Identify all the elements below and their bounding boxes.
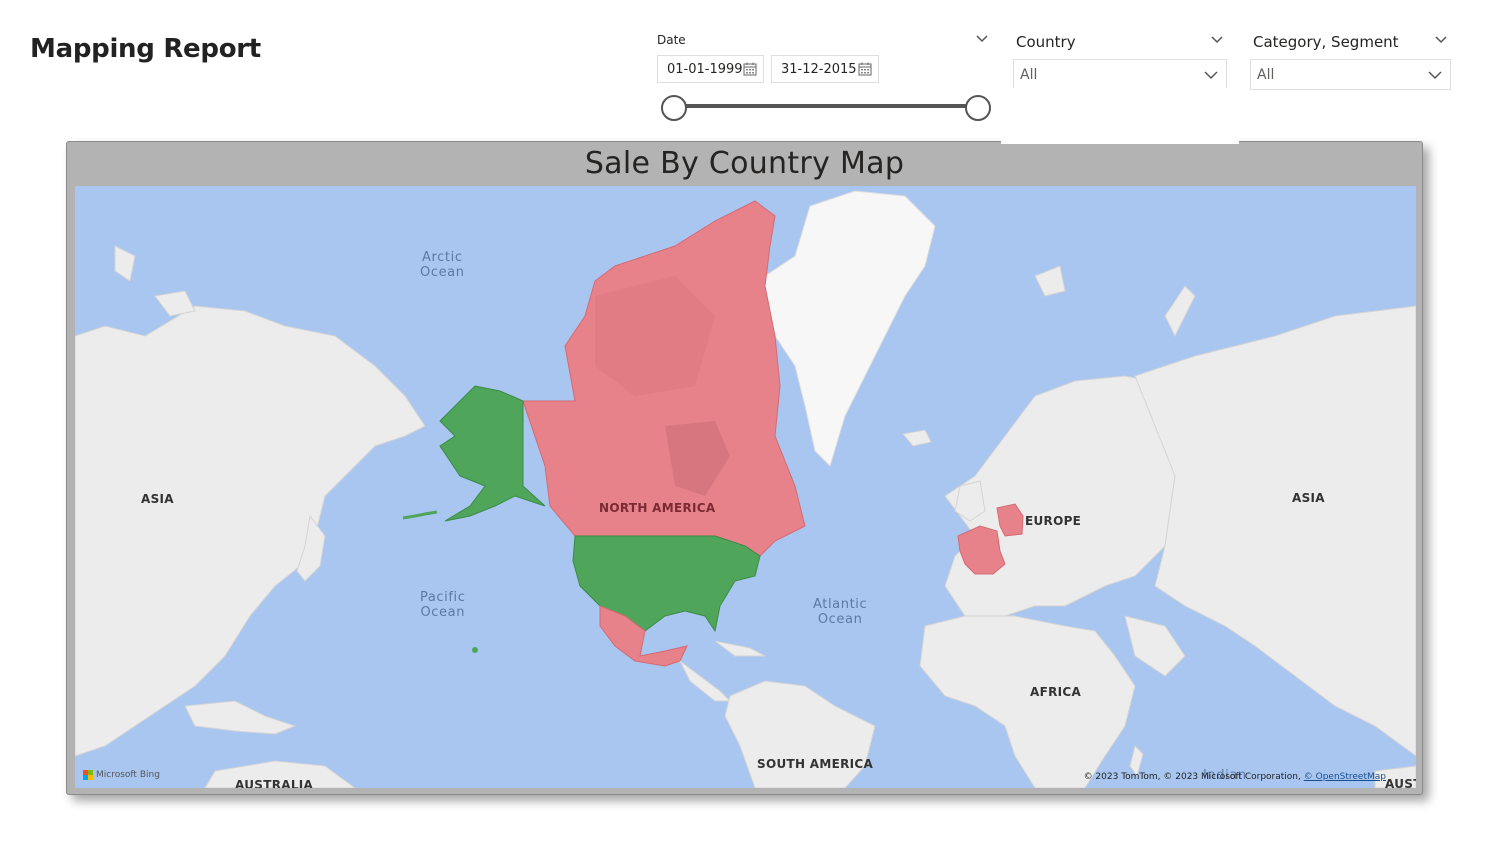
- land-australia-left: [204, 760, 356, 788]
- land-arabia: [1124, 615, 1186, 677]
- date-range-end-handle[interactable]: [965, 95, 991, 121]
- land-europe: [944, 375, 1176, 617]
- land-arctic-islands: [114, 245, 196, 317]
- continent-label-north-america: NORTH AMERICA: [599, 501, 716, 515]
- calendar-icon[interactable]: [743, 62, 757, 76]
- ocean-label-arctic: Arctic Ocean: [420, 250, 465, 280]
- region-germany: [996, 503, 1024, 537]
- land-africa: [919, 615, 1136, 788]
- map-attribution: © 2023 TomTom, © 2023 Microsoft Corporat…: [1083, 772, 1386, 782]
- date-start-input[interactable]: 01-01-1999: [657, 55, 764, 83]
- map-visual[interactable]: Sale By Country Map: [66, 141, 1423, 795]
- map-visual-title: Sale By Country Map: [584, 146, 905, 181]
- continent-label-asia-left: ASIA: [141, 492, 174, 506]
- report-title: Mapping Report: [30, 34, 261, 64]
- land-asia-right: [1134, 305, 1416, 757]
- land-svalbard: [1034, 265, 1066, 297]
- chevron-down-icon: [1428, 71, 1442, 80]
- continent-label-australia-left: AUSTRALIA: [235, 778, 314, 788]
- land-hawaii: [472, 647, 478, 653]
- region-alaska: [439, 385, 546, 522]
- region-canada-shade: [595, 276, 715, 396]
- region-france: [957, 525, 1006, 575]
- microsoft-logo-icon: [83, 770, 93, 780]
- region-usa: [572, 535, 761, 633]
- date-slicer-label: Date: [657, 33, 686, 47]
- category-dropdown-value: All: [1257, 67, 1275, 83]
- openstreetmap-link[interactable]: © OpenStreetMap: [1303, 772, 1386, 782]
- calendar-icon[interactable]: [858, 62, 872, 76]
- land-madagascar: [1129, 745, 1144, 778]
- ocean-label-atlantic: Atlantic Ocean: [813, 597, 868, 627]
- land-indonesia: [184, 700, 297, 735]
- category-slicer-chevron-icon[interactable]: [1434, 35, 1448, 45]
- date-start-value: 01-01-1999: [667, 62, 743, 77]
- chevron-down-icon: [1204, 71, 1218, 80]
- continent-label-south-america: SOUTH AMERICA: [757, 757, 874, 771]
- bing-logo: Microsoft Bing: [83, 770, 160, 780]
- continent-label-europe: EUROPE: [1025, 514, 1082, 528]
- region-mexico: [599, 605, 688, 667]
- country-dropdown[interactable]: All: [1013, 59, 1227, 90]
- country-slicer-label: Country: [1016, 33, 1076, 51]
- continent-label-africa: AFRICA: [1030, 685, 1082, 699]
- land-novaya-zemlya: [1164, 285, 1196, 338]
- land-asia-left: [75, 305, 426, 757]
- continent-label-australia-right: AUST: [1385, 777, 1416, 788]
- category-slicer-label: Category, Segment: [1253, 33, 1399, 51]
- land-caribbean: [714, 640, 766, 657]
- land-uk: [954, 480, 986, 522]
- ocean-label-pacific: Pacific Ocean: [420, 590, 466, 620]
- land-south-america: [724, 680, 876, 788]
- date-range-track[interactable]: [674, 104, 978, 108]
- date-slicer-chevron-icon[interactable]: [975, 34, 989, 44]
- overlay-blank-panel: [1001, 88, 1239, 144]
- continent-label-asia-right: ASIA: [1292, 491, 1325, 505]
- country-dropdown-value: All: [1020, 67, 1038, 83]
- world-map: [75, 190, 1416, 788]
- land-iceland: [902, 429, 932, 447]
- category-dropdown[interactable]: All: [1250, 59, 1451, 90]
- ocean-label-indian: Indian: [1203, 768, 1247, 783]
- date-end-input[interactable]: 31-12-2015: [771, 55, 879, 83]
- date-end-value: 31-12-2015: [781, 62, 857, 77]
- country-slicer-chevron-icon[interactable]: [1210, 35, 1224, 45]
- date-range-start-handle[interactable]: [661, 95, 687, 121]
- land-australia-right: [1374, 765, 1416, 788]
- region-canada-bay: [665, 421, 730, 496]
- region-alaska-aleutians: [402, 510, 438, 520]
- land-japan: [296, 514, 326, 582]
- map-canvas[interactable]: Arctic Ocean Pacific Ocean Atlantic Ocean I…: [75, 186, 1416, 788]
- land-central-america: [679, 660, 732, 702]
